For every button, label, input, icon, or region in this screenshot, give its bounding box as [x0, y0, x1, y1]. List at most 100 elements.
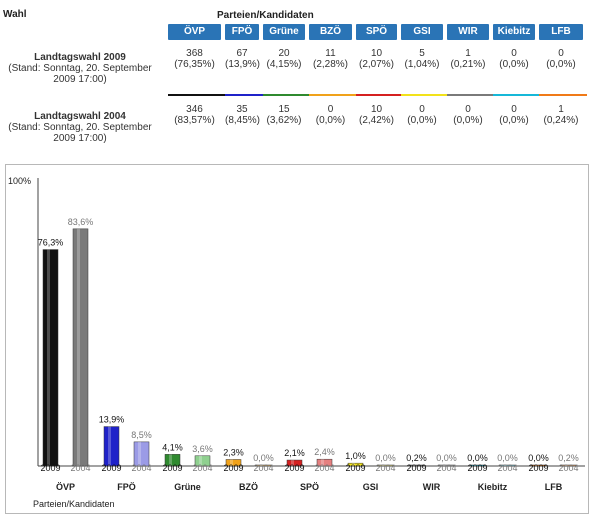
vote-percent: (3,62%): [266, 115, 302, 126]
bar-bzö-2009: [225, 459, 242, 467]
bar-lfb-2004: [560, 464, 577, 467]
vote-count: 0: [465, 104, 471, 115]
vote-count: 5: [419, 48, 425, 59]
vote-percent: (76,35%): [174, 59, 215, 70]
bar-highlight: [260, 465, 263, 466]
party-color-strip: [447, 94, 493, 96]
vote-percent: (0,0%): [453, 115, 483, 126]
series-year-label: 2004: [558, 463, 578, 473]
party-header-bzö: BZÖ: [309, 24, 352, 40]
vote-percent: (2,42%): [358, 115, 394, 126]
wahl-header: Wahl: [3, 9, 27, 20]
result-cell: 5 (1,04%): [401, 48, 443, 70]
party-color-strip: [225, 94, 263, 96]
vote-percent: (2,28%): [312, 59, 348, 70]
category-label-gsi: GSI: [363, 482, 379, 492]
bar-value-label: 0,0%: [436, 453, 457, 463]
vote-percent: (83,57%): [174, 115, 215, 126]
party-color-strip: [309, 94, 356, 96]
bar-value-label: 0,0%: [497, 453, 518, 463]
party-color-strip: [168, 94, 225, 96]
series-year-label: 2004: [192, 463, 212, 473]
row-title-2004: Landtagswahl 2004: [34, 111, 126, 122]
vote-count: 20: [278, 48, 290, 59]
vote-count: 10: [370, 104, 383, 115]
vote-percent: (4,15%): [266, 59, 302, 70]
bar-value-label: 0,0%: [253, 453, 274, 463]
bar-kiebitz-2009: [469, 464, 486, 467]
result-cell: 20 (4,15%): [263, 48, 305, 70]
bar-highlight: [443, 465, 446, 466]
bar-value-label: 2,4%: [314, 447, 335, 457]
bar-value-label: 0,0%: [528, 453, 549, 463]
bar-value-label: 0,2%: [406, 453, 427, 463]
vote-percent: (1,04%): [404, 59, 440, 70]
vote-count: 1: [465, 48, 471, 59]
party-header-spö: SPÖ: [356, 24, 397, 40]
series-year-label: 2004: [314, 463, 334, 473]
bar-highlight: [47, 249, 50, 466]
party-color-strip: [401, 94, 447, 96]
parties-header: Parteien/Kandidaten: [217, 10, 314, 21]
result-cell: 346 (83,57%): [168, 104, 221, 126]
bar-value-label: 2,1%: [284, 448, 305, 458]
bar-highlight: [321, 459, 324, 466]
vote-count: 0: [327, 104, 334, 115]
party-header-grüne: Grüne: [263, 24, 305, 40]
vote-count: 67: [236, 48, 248, 59]
bar-gsi-2009: [347, 462, 364, 467]
bar-value-label: 76,3%: [38, 238, 64, 248]
result-cell: 368 (76,35%): [168, 48, 221, 70]
result-cell: 0 (0,0%): [447, 104, 489, 126]
bar-övp-2004: [72, 228, 89, 467]
category-label-lfb: LFB: [545, 482, 563, 492]
result-cell: 67 (13,9%): [225, 48, 261, 70]
vote-percent: (0,0%): [407, 115, 437, 126]
vote-percent: (2,07%): [358, 59, 394, 70]
series-year-label: 2009: [406, 463, 426, 473]
bar-highlight: [382, 465, 385, 466]
series-year-label: 2004: [436, 463, 456, 473]
vote-count: 0: [558, 48, 564, 59]
series-year-label: 2009: [101, 463, 121, 473]
bar-value-label: 1,0%: [345, 451, 366, 461]
bar-value-label: 83,6%: [68, 217, 94, 227]
bar-value-label: 2,3%: [223, 447, 244, 457]
row-subtitle-2009: (Stand: Sonntag, 20. September 2009 17:0…: [8, 63, 152, 85]
series-year-label: 2009: [223, 463, 243, 473]
series-year-label: 2004: [131, 463, 151, 473]
series-year-label: 2009: [467, 463, 487, 473]
party-color-strip: [539, 94, 587, 96]
vote-count: 0: [511, 104, 517, 115]
series-year-label: 2009: [284, 463, 304, 473]
vote-percent: (0,0%): [546, 59, 576, 70]
series-year-label: 2009: [162, 463, 182, 473]
bar-value-label: 13,9%: [99, 415, 125, 425]
x-axis-label: Parteien/Kandidaten: [33, 499, 115, 509]
series-year-label: 2009: [345, 463, 365, 473]
vote-percent: (13,9%): [225, 59, 261, 70]
bar-lfb-2009: [530, 464, 547, 467]
vote-percent: (0,0%): [499, 59, 529, 70]
series-year-label: 2009: [528, 463, 548, 473]
bar-value-label: 0,0%: [375, 453, 396, 463]
bar-highlight: [291, 460, 294, 466]
result-cell: 11 (2,28%): [309, 48, 352, 70]
result-cell: 10 (2,07%): [356, 48, 397, 70]
row-label-2004: Landtagswahl 2004 (Stand: Sonntag, 20. S…: [0, 111, 160, 144]
series-year-label: 2009: [40, 463, 60, 473]
bar-spö-2009: [286, 459, 303, 467]
vote-count: 11: [325, 48, 336, 59]
bar-highlight: [352, 463, 355, 466]
series-year-label: 2004: [70, 463, 90, 473]
category-label-grüne: Grüne: [174, 482, 201, 492]
bar-highlight: [169, 454, 172, 466]
bar-value-label: 3,6%: [192, 444, 213, 454]
vote-count: 368: [186, 48, 203, 59]
bar-highlight: [474, 465, 477, 466]
result-cell: 35 (8,45%): [225, 104, 260, 126]
bar-highlight: [199, 455, 202, 466]
result-cell: 0 (0,0%): [493, 104, 535, 126]
category-label-wir: WIR: [423, 482, 441, 492]
y-max-label: 100%: [8, 176, 31, 186]
